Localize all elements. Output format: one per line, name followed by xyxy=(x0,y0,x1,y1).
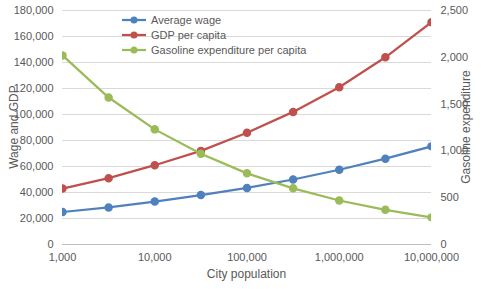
svg-text:140,000: 140,000 xyxy=(14,56,54,68)
svg-text:10,000,000: 10,000,000 xyxy=(404,251,459,263)
svg-text:2,000: 2,000 xyxy=(441,51,469,63)
svg-text:20,000: 20,000 xyxy=(20,212,54,224)
svg-text:0: 0 xyxy=(441,238,447,250)
svg-text:80,000: 80,000 xyxy=(20,134,54,146)
svg-text:180,000: 180,000 xyxy=(14,4,54,16)
svg-text:40,000: 40,000 xyxy=(20,186,54,198)
svg-text:0: 0 xyxy=(47,238,53,250)
svg-text:100,000: 100,000 xyxy=(227,251,267,263)
svg-text:160,000: 160,000 xyxy=(14,30,54,42)
svg-text:60,000: 60,000 xyxy=(20,160,54,172)
svg-text:1,000,000: 1,000,000 xyxy=(315,251,364,263)
svg-text:500: 500 xyxy=(441,191,459,203)
svg-text:10,000: 10,000 xyxy=(138,251,172,263)
svg-text:2,500: 2,500 xyxy=(441,4,469,16)
svg-text:1,000: 1,000 xyxy=(49,251,77,263)
